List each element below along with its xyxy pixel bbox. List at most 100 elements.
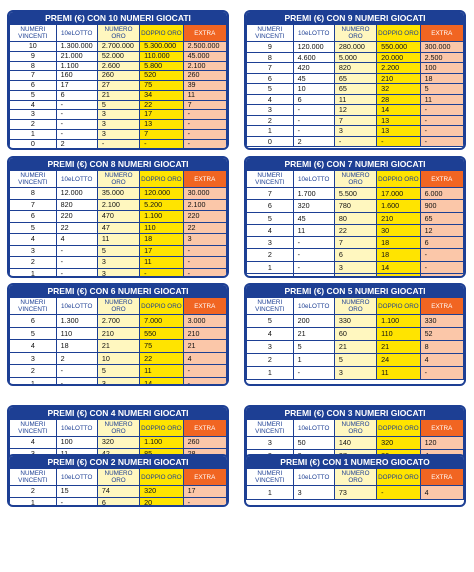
numero-oro-prize-cell: 5.000 <box>333 51 378 63</box>
numero-oro-prize-cell: 3 <box>96 128 141 140</box>
col-header-numero-oro: NUMERO ORO <box>96 419 141 437</box>
extra-prize-cell: - <box>182 496 227 505</box>
lotto-prize-cell: 4 <box>55 233 98 246</box>
lotto-prize-cell: 200 <box>292 314 335 328</box>
matched-count-cell: 3 <box>246 340 294 354</box>
lotto-prize-cell: - <box>292 104 335 116</box>
matched-count-cell: 5 <box>246 211 294 225</box>
doppio-oro-prize-cell: 11 <box>139 256 184 269</box>
col-header-extra: EXTRA <box>182 468 227 486</box>
numero-oro-prize-cell: 22 <box>333 223 378 238</box>
extra-prize-cell: - <box>182 109 227 120</box>
lotto-prize-cell: - <box>292 248 335 262</box>
table-row: 8 1.100 2.600 5.800 2.100 <box>9 60 227 72</box>
doppio-oro-prize-cell: 18 <box>376 248 421 262</box>
col-header-10elotto: 10eLOTTO <box>292 297 335 315</box>
table-row: 3 50 140 320 120 <box>246 436 464 450</box>
matched-count-cell: 2 <box>9 256 57 269</box>
lotto-prize-cell: 12.000 <box>55 187 98 200</box>
doppio-oro-prize-cell: 320 <box>139 485 184 498</box>
prize-table-2: PREMI (€) CON 2 NUMERI GIOCATI NUMERI VIN… <box>7 454 229 507</box>
matched-count-cell: 2 <box>246 248 294 262</box>
matched-count-cell: 0 <box>246 272 294 276</box>
doppio-oro-prize-cell: - <box>376 135 421 147</box>
numero-oro-prize-cell: 10 <box>96 351 141 365</box>
lotto-prize-cell: 6 <box>292 93 335 105</box>
numero-oro-prize-cell: 320 <box>96 436 141 449</box>
doppio-oro-prize-cell: 5.300.000 <box>139 41 184 52</box>
table-row: 4 100 320 1.100 260 <box>9 436 227 449</box>
numero-oro-prize-cell: 6 <box>96 496 141 505</box>
table-row: 8 12.000 35.000 120.000 30.000 <box>9 187 227 200</box>
extra-prize-cell: - <box>182 376 227 384</box>
prize-table-7: PREMI (€) CON 7 NUMERI GIOCATI NUMERI VIN… <box>244 156 466 278</box>
lotto-prize-cell: - <box>292 114 335 126</box>
table-row: 2 1 5 24 4 <box>246 353 464 367</box>
col-header-extra: EXTRA <box>182 297 227 315</box>
col-header-numero-oro: NUMERO ORO <box>96 468 141 486</box>
col-header-doppio-oro: DOPPIO ORO <box>139 24 184 42</box>
col-header-doppio-oro: DOPPIO ORO <box>376 419 421 437</box>
doppio-oro-prize-cell: 14 <box>139 376 184 384</box>
matched-count-cell: 5 <box>246 83 294 95</box>
extra-prize-cell: 6.000 <box>419 186 464 201</box>
col-header-vincenti: NUMERI VINCENTI <box>246 468 294 486</box>
matched-count-cell: 3 <box>246 235 294 250</box>
numero-oro-prize-cell: 280.000 <box>333 41 378 53</box>
matched-count-cell: 3 <box>9 109 57 120</box>
numero-oro-prize-cell: 21 <box>96 89 141 101</box>
col-header-extra: EXTRA <box>182 170 227 188</box>
numero-oro-prize-cell: 3 <box>333 260 378 274</box>
lotto-prize-cell: 45 <box>292 72 335 84</box>
doppio-oro-prize-cell: 30 <box>376 223 421 238</box>
table-title: PREMI (€) CON 3 NUMERI GIOCATI <box>246 407 464 419</box>
col-header-numero-oro: NUMERO ORO <box>333 24 378 42</box>
numero-oro-prize-cell: - <box>333 135 378 147</box>
lotto-prize-cell: 220 <box>55 210 98 223</box>
extra-prize-cell: 11 <box>182 89 227 101</box>
doppio-oro-prize-cell: 28 <box>376 93 421 105</box>
extra-prize-cell: 2.500 <box>419 51 464 63</box>
numero-oro-prize-cell: 3 <box>96 376 141 384</box>
table-row: 1-3 13- <box>246 125 464 137</box>
extra-prize-cell: - <box>182 256 227 269</box>
prize-table-1: PREMI (€) CON 1 NUMERO GIOCATO NUMERI VIN… <box>244 454 466 507</box>
numero-oro-prize-cell: - <box>333 272 378 276</box>
extra-prize-cell: 30.000 <box>182 187 227 200</box>
extra-prize-cell: 7 <box>182 99 227 111</box>
table-row: 2-7 13- <box>246 114 464 126</box>
prize-table-10: PREMI (€) CON 10 NUMERI GIOCATI NUMERI VI… <box>7 10 229 150</box>
matched-count-cell: 5 <box>9 326 57 340</box>
matched-count-cell: 8 <box>246 51 294 63</box>
col-header-numero-oro: NUMERO ORO <box>333 419 378 437</box>
lotto-prize-cell: - <box>292 125 335 137</box>
extra-prize-cell: 2.500.000 <box>182 41 227 52</box>
table-row: 2-3 13- <box>9 119 227 130</box>
numero-oro-prize-cell: 2.600 <box>96 60 141 72</box>
numero-oro-prize-cell: 330 <box>333 314 378 328</box>
matched-count-cell: 0 <box>246 135 294 147</box>
numero-oro-prize-cell: 820 <box>333 62 378 74</box>
extra-prize-cell: 4 <box>419 485 464 500</box>
matched-count-cell: 9 <box>246 41 294 53</box>
doppio-oro-prize-cell: 17.000 <box>376 186 421 201</box>
matched-count-cell: 7 <box>9 70 57 81</box>
matched-count-cell: 3 <box>246 436 294 450</box>
lotto-prize-cell: 420 <box>292 62 335 74</box>
table-row: 1-3 14- <box>9 376 227 384</box>
col-header-10elotto: 10eLOTTO <box>55 468 98 486</box>
doppio-oro-prize-cell: 2.200 <box>376 62 421 74</box>
prize-table: NUMERI VINCENTI 10eLOTTO NUMERO ORO DOPPIO … <box>9 24 227 148</box>
lotto-prize-cell: - <box>55 376 98 384</box>
doppio-oro-prize-cell: 320 <box>376 436 421 450</box>
extra-prize-cell: 22 <box>182 221 227 234</box>
numero-oro-prize-cell: 780 <box>333 199 378 213</box>
numero-oro-prize-cell: 11 <box>333 93 378 105</box>
matched-count-cell: 1 <box>246 260 294 274</box>
table-row: 1-3 14- <box>246 260 464 274</box>
matched-count-cell: 1 <box>9 376 57 384</box>
col-header-numero-oro: NUMERO ORO <box>333 297 378 315</box>
doppio-oro-prize-cell: 110 <box>376 327 421 341</box>
